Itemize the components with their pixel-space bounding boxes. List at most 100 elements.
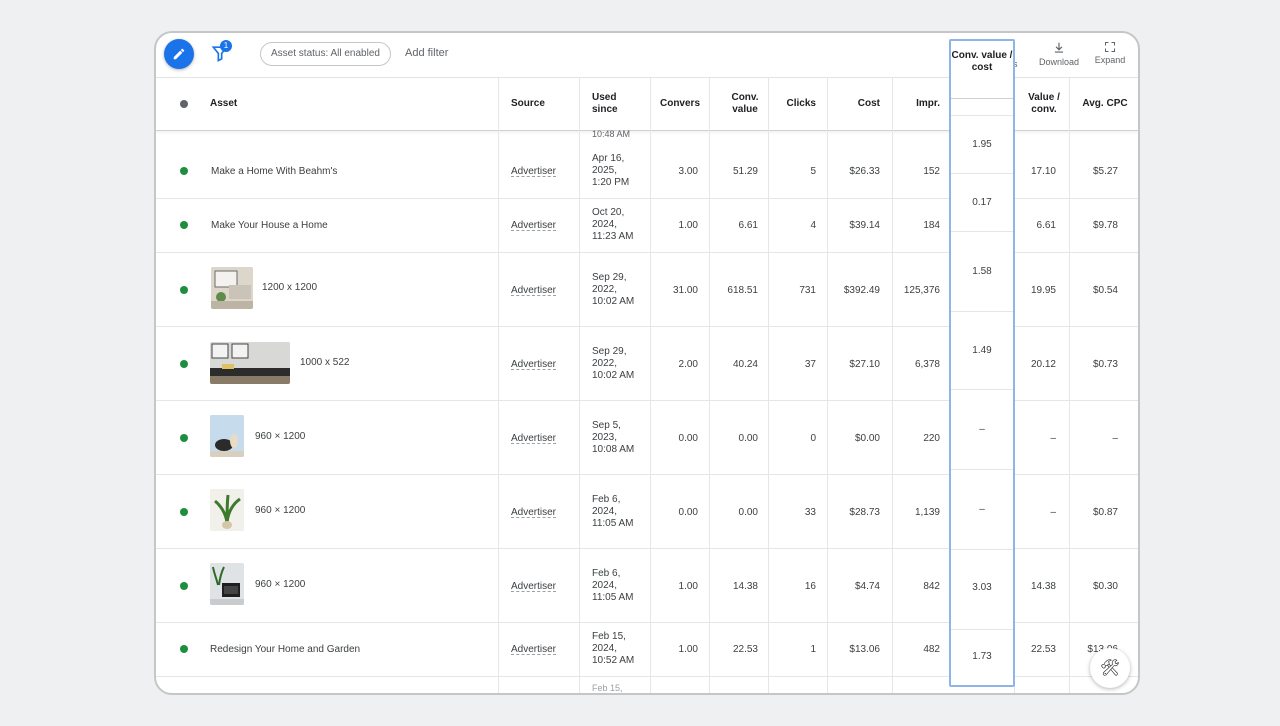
asset-dimensions: 960 × 1200 (255, 505, 306, 516)
column-header-cost[interactable]: Cost (857, 98, 880, 109)
cell-divider (951, 173, 1013, 174)
avg-cpc-value: $5.27 (1092, 166, 1118, 177)
date-line: 10:02 AM (592, 296, 635, 307)
date-line: 10:08 AM (592, 444, 635, 455)
date-line: 2024, (592, 580, 618, 591)
impressions-value: 152 (923, 166, 940, 177)
status-column-header-icon[interactable] (180, 100, 188, 108)
expand-label: Expand (1094, 55, 1126, 65)
impressions-value: 1,139 (914, 507, 940, 518)
tools-icon: 🛠 (1099, 660, 1121, 677)
source-link[interactable]: Advertiser (511, 644, 557, 655)
cost-value: $26.33 (849, 166, 880, 177)
conversions-value: 0.00 (678, 433, 698, 444)
source-link[interactable]: Advertiser (511, 433, 557, 444)
column-header-used-since[interactable]: Used since (592, 92, 618, 115)
table-row[interactable]: 1000 x 522 Advertiser Sep 29, 2022, 10:02 … (156, 327, 1138, 401)
source-link[interactable]: Advertiser (511, 581, 557, 592)
used-since-date: Feb 6, 2024, 11:05 AM (592, 568, 634, 604)
highlighted-column-conv-value-cost: Conv. value / cost 1.95 0.17 1.58 1.49 –… (949, 39, 1015, 687)
date-line: 11:05 AM (592, 592, 634, 603)
column-header-value-per-conv[interactable]: Value / conv. (1028, 92, 1060, 115)
column-divider (768, 77, 769, 693)
conversions-value: 1.00 (678, 644, 698, 655)
column-header-conv-value-cost[interactable]: Conv. value / cost (951, 41, 1013, 99)
truncated-toolbar-label: s (1013, 59, 1018, 69)
cost-value: $28.73 (849, 507, 880, 518)
status-enabled-dot (180, 508, 188, 516)
expand-button[interactable]: Expand (1090, 41, 1130, 65)
date-line: Feb 6, (592, 568, 621, 579)
conv-value: 14.38 (732, 581, 758, 592)
used-since-date: Feb 6, 2024, 11:05 AM (592, 494, 634, 530)
conv-value: 40.24 (732, 359, 758, 370)
impressions-value: 482 (923, 644, 940, 655)
avg-cpc-value: – (1112, 433, 1118, 444)
clicks-value: 0 (810, 433, 816, 444)
value-per-conv: – (1050, 507, 1056, 518)
expand-icon (1105, 42, 1115, 52)
date-line: Sep 5, (592, 420, 621, 431)
asset-thumbnail-image (210, 489, 244, 531)
conversions-value: 31.00 (672, 285, 698, 296)
column-divider (650, 77, 651, 693)
edit-button[interactable] (164, 39, 194, 69)
value-per-conv: 22.53 (1030, 644, 1056, 655)
clicks-value: 5 (810, 166, 816, 177)
source-link[interactable]: Advertiser (511, 507, 557, 518)
column-header-conversions[interactable]: Convers (659, 98, 700, 109)
filter-count-badge: 1 (220, 40, 232, 52)
asset-text: Make Your House a Home (211, 220, 328, 231)
table-row[interactable]: 960 × 1200 Advertiser Feb 6, 2024, 11:05 A… (156, 475, 1138, 549)
column-header-conv-value[interactable]: Conv. value (731, 92, 759, 115)
avg-cpc-value: $0.87 (1092, 507, 1118, 518)
status-enabled-dot (180, 286, 188, 294)
cell-divider (951, 311, 1013, 312)
date-line: 10:02 AM (592, 370, 635, 381)
table-row[interactable]: 960 × 1200 Advertiser Feb 6, 2024, 11:05 A… (156, 549, 1138, 623)
date-line: 2024, (592, 643, 618, 654)
source-link[interactable]: Advertiser (511, 285, 557, 296)
date-line: 2023, (592, 432, 618, 443)
table-row[interactable]: Make Your House a Home Advertiser Oct 20… (156, 199, 1138, 253)
asset-status-filter-chip[interactable]: Asset status: All enabled (260, 42, 391, 66)
asset-dimensions: 960 × 1200 (255, 431, 306, 442)
column-header-asset[interactable]: Asset (210, 98, 238, 109)
source-link[interactable]: Advertiser (511, 220, 557, 231)
tools-button[interactable]: 🛠 (1090, 648, 1130, 688)
clicks-value: 4 (810, 220, 816, 231)
asset-dimensions: 1000 x 522 (300, 357, 350, 368)
value-per-conv: 6.61 (1036, 220, 1056, 231)
column-header-clicks[interactable]: Clicks (786, 98, 816, 109)
table-row[interactable]: 960 × 1200 Advertiser Sep 5, 2023, 10:08 A… (156, 401, 1138, 475)
clicks-value: 16 (804, 581, 816, 592)
value-per-conv: 14.38 (1030, 581, 1056, 592)
cost-value: $27.10 (849, 359, 880, 370)
clicks-value: 33 (804, 507, 816, 518)
date-line: 1:20 PM (592, 177, 630, 188)
asset-dimensions: 960 × 1200 (255, 579, 306, 590)
avg-cpc-value: $0.73 (1092, 359, 1118, 370)
plant-thumbnail-icon (210, 489, 244, 531)
column-header-impressions[interactable]: Impr. (916, 98, 940, 109)
asset-thumbnail-image (210, 415, 244, 457)
add-filter-link[interactable]: Add filter (405, 47, 449, 59)
column-divider (892, 77, 893, 693)
column-divider (827, 77, 828, 693)
column-header-source[interactable]: Source (511, 98, 545, 109)
column-header-avg-cpc[interactable]: Avg. CPC (1082, 98, 1128, 109)
table-row[interactable]: Make a Home With Beahm's Advertiser Apr … (156, 145, 1138, 199)
avg-cpc-value: $9.78 (1092, 220, 1118, 231)
column-divider (579, 77, 580, 693)
source-link[interactable]: Advertiser (511, 359, 557, 370)
download-button[interactable]: Download (1034, 41, 1084, 67)
asset-dimensions: 1200 x 1200 (262, 282, 318, 293)
conv-value-cost-value: – (979, 504, 985, 515)
conv-value: 51.29 (732, 166, 758, 177)
source-link[interactable]: Advertiser (511, 166, 557, 177)
impressions-value: 125,376 (903, 285, 940, 296)
asset-thumbnail-image (210, 563, 244, 605)
date-line: 2024, (592, 506, 618, 517)
cost-value: $39.14 (849, 220, 880, 231)
table-row[interactable]: 1200 x 1200 Advertiser Sep 29, 2022, 10:02… (156, 253, 1138, 327)
